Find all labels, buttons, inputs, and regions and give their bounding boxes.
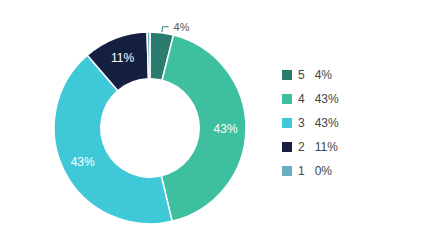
svg-text:4%: 4% (174, 21, 190, 33)
svg-text:3 43%: 3 43% (298, 116, 339, 130)
svg-text:11%: 11% (111, 51, 134, 65)
svg-text:5 4%: 5 4% (298, 68, 332, 82)
svg-text:43%: 43% (214, 122, 238, 136)
svg-text:2 11%: 2 11% (298, 140, 338, 154)
svg-text:1 0%: 1 0% (298, 164, 332, 178)
svg-text:4 43%: 4 43% (298, 92, 339, 106)
svg-text:43%: 43% (71, 155, 95, 169)
